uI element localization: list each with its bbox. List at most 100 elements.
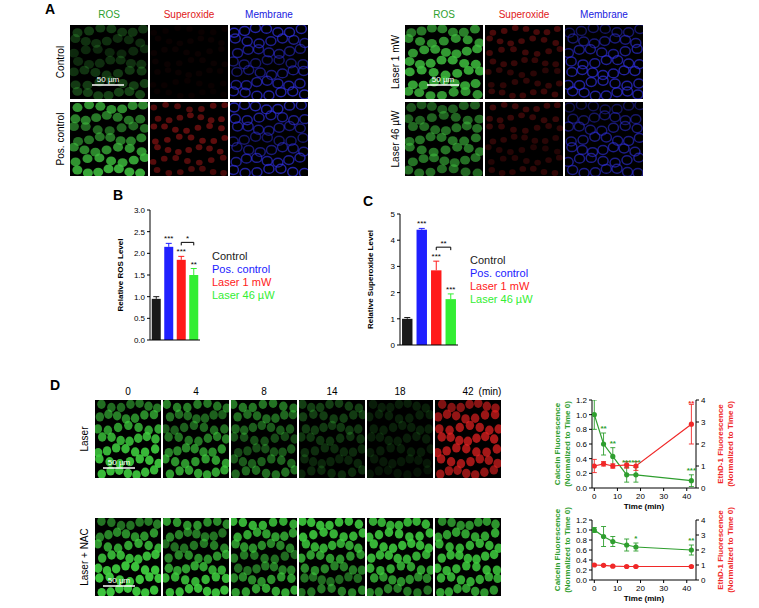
significance: * <box>634 534 638 543</box>
cell <box>208 157 215 163</box>
cell <box>95 25 105 32</box>
error-bar <box>689 545 694 555</box>
cell <box>184 528 192 537</box>
cell <box>208 37 215 43</box>
cell <box>330 561 338 570</box>
cell <box>499 170 506 176</box>
cell <box>79 145 89 154</box>
cell <box>186 26 193 32</box>
cell <box>481 432 489 441</box>
cell <box>103 446 111 455</box>
time-label: 0 <box>125 386 131 397</box>
cell <box>439 37 449 46</box>
cell <box>419 122 429 131</box>
cell <box>141 468 149 477</box>
cell <box>96 412 104 421</box>
cell <box>613 56 623 65</box>
x-tick <box>663 488 664 491</box>
x-tick <box>594 488 595 491</box>
image-background <box>163 400 229 478</box>
error-bar <box>689 475 694 487</box>
cell <box>509 93 516 99</box>
cell <box>259 400 267 409</box>
cell <box>262 584 270 593</box>
cell <box>267 539 275 548</box>
cell <box>231 432 238 441</box>
cell <box>437 56 447 65</box>
y-tick-label: 0.5 <box>134 314 146 323</box>
cell <box>335 454 343 463</box>
cell <box>507 149 514 155</box>
cell <box>166 469 174 478</box>
cell <box>507 115 514 121</box>
cell <box>414 572 422 581</box>
micrograph <box>433 517 503 598</box>
cell <box>610 79 620 88</box>
y-tick <box>147 231 150 232</box>
micrograph <box>69 100 150 177</box>
cell <box>261 25 271 33</box>
y-tick <box>147 210 150 211</box>
cell <box>449 164 459 173</box>
cell <box>534 81 541 87</box>
cell <box>459 102 469 110</box>
y-tick <box>589 414 592 415</box>
cell <box>397 457 405 466</box>
x-tick <box>617 488 618 491</box>
cell <box>367 432 375 441</box>
cell <box>210 29 217 35</box>
cell <box>231 454 238 463</box>
cell <box>437 454 445 463</box>
cell <box>173 446 181 455</box>
x-tick-label: 30 <box>659 492 668 501</box>
cell <box>523 106 530 112</box>
cell <box>435 424 443 433</box>
cell <box>319 423 327 432</box>
cell <box>242 466 250 475</box>
cell <box>306 433 314 442</box>
cell <box>542 138 549 144</box>
cell <box>486 116 493 122</box>
panel-label: B <box>113 187 123 203</box>
cell <box>328 421 336 430</box>
image-background <box>435 518 501 596</box>
micrograph <box>403 100 485 177</box>
cell <box>289 35 299 44</box>
point <box>624 472 629 477</box>
cell <box>635 25 643 33</box>
cell <box>338 587 346 596</box>
cell <box>496 67 503 73</box>
cell <box>465 400 473 409</box>
cell <box>335 400 343 408</box>
y-tick <box>589 458 592 459</box>
cell <box>488 159 495 165</box>
cell <box>405 67 415 76</box>
cell <box>138 25 148 33</box>
cell <box>417 102 427 109</box>
y2-tick-label: 2 <box>701 546 706 555</box>
cell <box>284 102 294 110</box>
x-tick <box>640 580 641 583</box>
cell <box>221 102 228 108</box>
point <box>633 564 638 569</box>
cell <box>240 102 250 109</box>
cell <box>470 25 480 33</box>
cell <box>199 57 206 63</box>
cell <box>568 87 578 96</box>
cell <box>344 456 352 465</box>
cell <box>188 166 195 172</box>
column-header: Membrane <box>580 9 628 20</box>
cell <box>258 541 266 550</box>
y-tick <box>147 340 150 341</box>
cell <box>187 38 194 44</box>
cell <box>98 432 106 441</box>
cell <box>233 122 243 131</box>
cell <box>141 588 149 596</box>
cell <box>183 128 190 134</box>
cell <box>206 67 213 73</box>
cell <box>193 521 201 530</box>
cell <box>104 164 114 173</box>
cell <box>369 400 377 409</box>
cell <box>95 59 105 68</box>
cell <box>384 466 392 475</box>
